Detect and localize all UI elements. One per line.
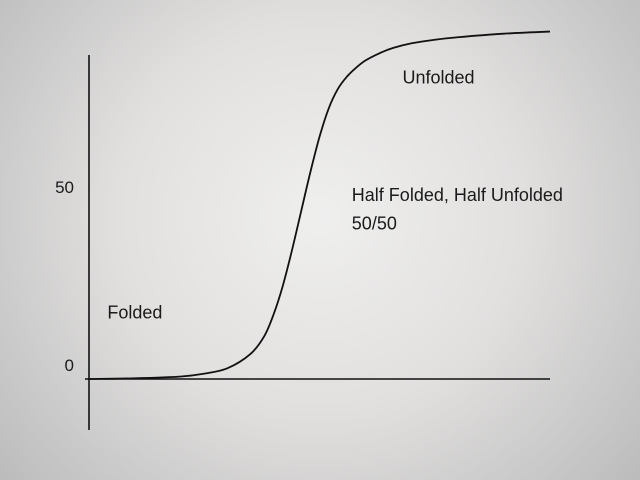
series-line-0 (88, 30, 551, 380)
annotation-unfolded: Unfolded (403, 68, 475, 88)
annotation-folded: Folded (107, 303, 162, 323)
tick-labels: 0 50 (55, 178, 74, 375)
y-tick-label-50: 50 (55, 178, 74, 197)
series-layer (88, 30, 551, 380)
annotation-fifty-fifty: 50/50 (352, 214, 397, 234)
annotation-half-folded: Half Folded, Half Unfolded (352, 185, 563, 205)
y-tick-label-0: 0 (65, 356, 74, 375)
annotations: Unfolded Half Folded, Half Unfolded 50/50 F… (107, 68, 563, 323)
